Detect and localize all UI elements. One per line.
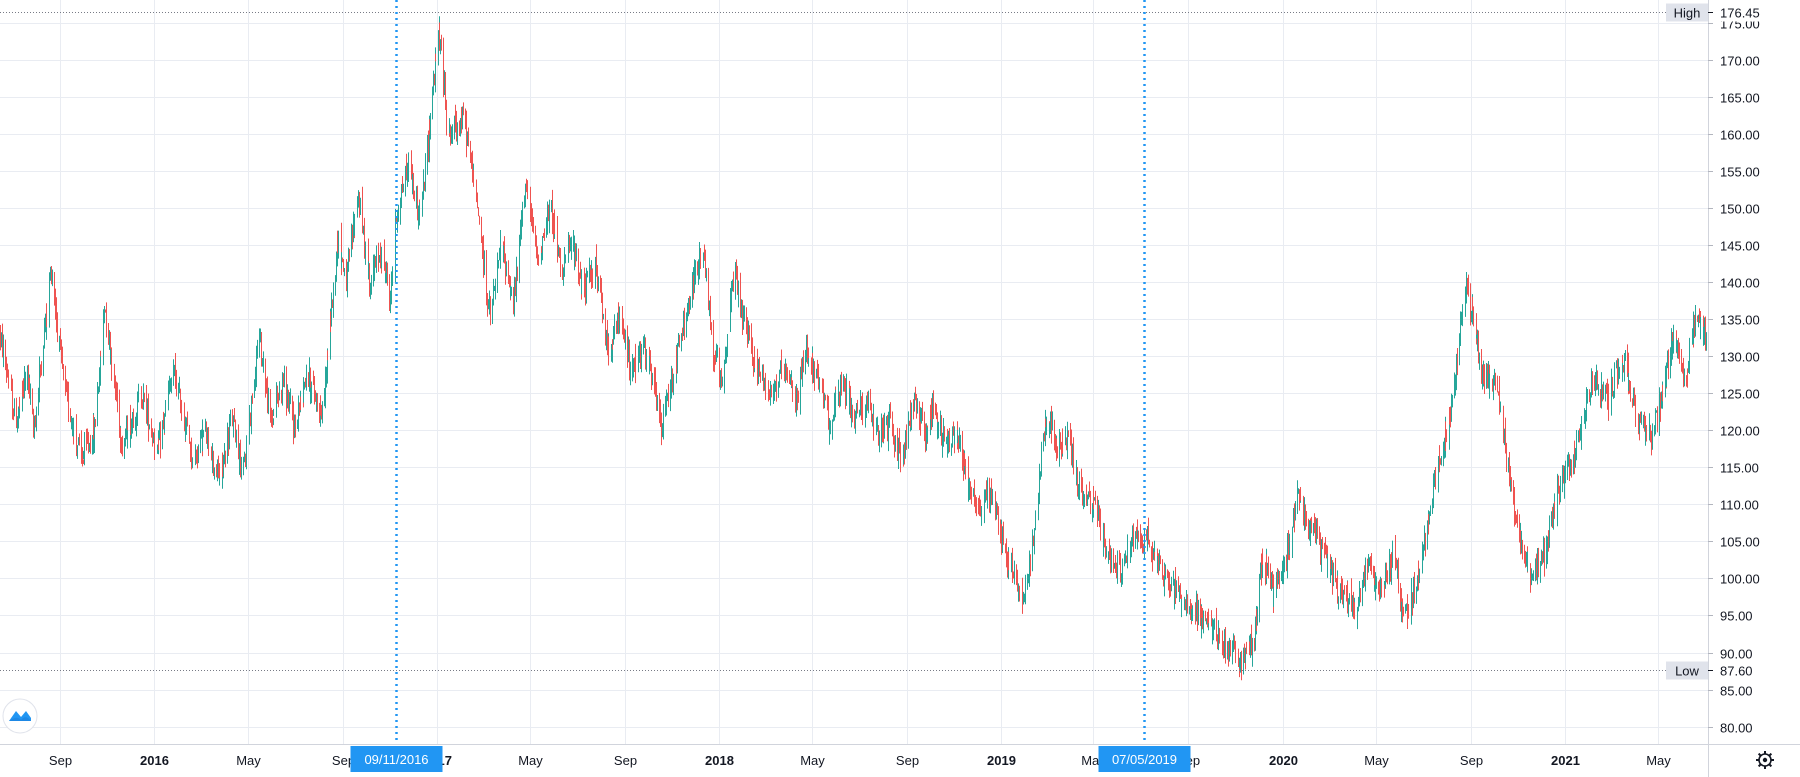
high-value: 176.45 (1720, 6, 1760, 21)
y-tick-label: 125.00 (1720, 387, 1760, 402)
y-tick-label: 160.00 (1720, 128, 1760, 143)
gear-tooth (1757, 763, 1762, 768)
low-label: Low (1675, 664, 1699, 679)
y-tick-label: 110.00 (1720, 498, 1759, 513)
price-axis[interactable]: 80.00 85.00 90.00 95.00 100.00 105.00 110.00 11… (1708, 17, 1760, 736)
y-tick-label: 90.00 (1720, 647, 1753, 662)
y-tick-label: 150.00 (1720, 202, 1760, 217)
low-value-bg (1709, 661, 1800, 680)
tradingview-logo-button[interactable] (2, 698, 38, 734)
y-tick-label: 80.00 (1720, 721, 1753, 736)
x-tick-label: May (236, 753, 261, 768)
x-tick-label: Sep (614, 753, 637, 768)
y-tick-label: 155.00 (1720, 165, 1760, 180)
x-tick-label: 2020 (1269, 753, 1298, 768)
y-tick-label: 170.00 (1720, 54, 1760, 69)
x-tick-label: May (1364, 753, 1389, 768)
x-tick-label: May (518, 753, 543, 768)
x-tick-label: Sep (49, 753, 72, 768)
y-tick-label: 120.00 (1720, 424, 1760, 439)
low-value: 87.60 (1720, 664, 1753, 679)
y-tick-label: 165.00 (1720, 91, 1760, 106)
x-tick-label: Sep (896, 753, 919, 768)
high-label: High (1674, 6, 1701, 21)
low-badge (1666, 661, 1708, 680)
high-low-badges: High 176.45 Low 87.60 (1666, 3, 1800, 680)
y-tick-label: 95.00 (1720, 609, 1753, 624)
gear-icon-hub (1762, 757, 1768, 763)
x-tick-label: 2021 (1551, 753, 1580, 768)
gear-tooth (1757, 752, 1762, 757)
x-tick-label: Sep (332, 753, 355, 768)
y-tick-label: 140.00 (1720, 276, 1760, 291)
y-tick-label: 115.00 (1720, 461, 1759, 476)
gear-tooth (1768, 763, 1773, 768)
gear-teeth (1756, 751, 1774, 769)
candles (0, 16, 1709, 681)
time-axis[interactable]: Sep2016MaySep2017MaySep2018MaySep2019May… (49, 753, 1671, 768)
x-tick-label: 2018 (705, 753, 734, 768)
y-tick-label: 130.00 (1720, 350, 1760, 365)
y-tick-label: 85.00 (1720, 684, 1753, 699)
date-marker-badge (350, 746, 443, 772)
x-tick-label: 2016 (140, 753, 169, 768)
x-tick-label: Sep (1460, 753, 1483, 768)
y-tick-label: 135.00 (1720, 313, 1760, 328)
settings-button[interactable] (1756, 751, 1774, 769)
logo-accent (9, 717, 31, 721)
high-badge (1666, 3, 1708, 22)
high-value-bg (1709, 3, 1800, 22)
x-tick-label: 2019 (987, 753, 1016, 768)
grid (0, 0, 1708, 744)
date-marker-badges: 09/11/2016 07/05/2019 (350, 746, 1191, 772)
x-tick-label: May (1646, 753, 1671, 768)
y-tick-label: 105.00 (1720, 535, 1760, 550)
date-marker-badge (1098, 746, 1191, 772)
y-tick-label: 100.00 (1720, 572, 1760, 587)
y-tick-label: 145.00 (1720, 239, 1760, 254)
gear-tooth (1768, 752, 1773, 757)
date-markers (395, 0, 1146, 744)
x-tick-label: May (800, 753, 825, 768)
date-marker-label: 09/11/2016 (364, 752, 428, 767)
date-marker-label: 07/05/2019 (1112, 752, 1177, 767)
